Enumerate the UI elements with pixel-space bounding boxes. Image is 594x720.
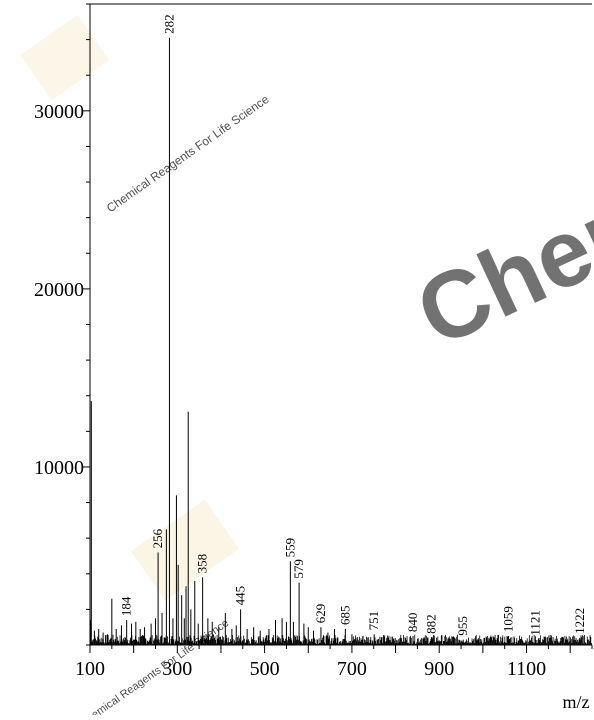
peak-label: 184 bbox=[119, 596, 134, 616]
watermark-accent-shape bbox=[130, 499, 240, 601]
peak-label: 579 bbox=[291, 559, 306, 579]
peak-label: 882 bbox=[423, 614, 438, 634]
peak-label: 685 bbox=[337, 605, 352, 625]
peak-label: 1222 bbox=[572, 608, 587, 634]
peak-label: 1059 bbox=[501, 606, 516, 632]
x-tick-label: 700 bbox=[337, 658, 367, 680]
watermark-tagline: Chemical Reagents For Life Science bbox=[104, 92, 272, 215]
watermark-brand: Chem bbox=[401, 160, 594, 368]
peak-label: 751 bbox=[366, 611, 381, 631]
peak-label: 256 bbox=[150, 528, 165, 548]
x-tick-label: 1100 bbox=[507, 658, 546, 680]
peak-label: 282 bbox=[161, 14, 176, 34]
peak-label: 559 bbox=[282, 538, 297, 558]
y-tick-label: 30000 bbox=[34, 101, 84, 123]
peak-label: 445 bbox=[233, 586, 248, 606]
watermark-accent-shape bbox=[20, 14, 110, 101]
x-axis-label: m/z bbox=[563, 692, 590, 712]
peak-label: 840 bbox=[405, 613, 420, 633]
peaks bbox=[89, 37, 592, 645]
y-tick-label: 20000 bbox=[34, 279, 84, 301]
x-tick-label: 900 bbox=[424, 658, 454, 680]
x-tick-label: 500 bbox=[250, 658, 280, 680]
peak-label: 955 bbox=[455, 616, 470, 636]
peak-label: 358 bbox=[195, 554, 210, 574]
peak-label: 629 bbox=[313, 604, 328, 624]
x-tick-label: 300 bbox=[162, 658, 192, 680]
axes: 10000 20000 30000 100 300 500 700 900 1100 bbox=[34, 3, 593, 680]
y-tick-label: 10000 bbox=[34, 457, 84, 479]
x-tick-label: 100 bbox=[75, 658, 105, 680]
peak-label: 1121 bbox=[528, 610, 543, 636]
